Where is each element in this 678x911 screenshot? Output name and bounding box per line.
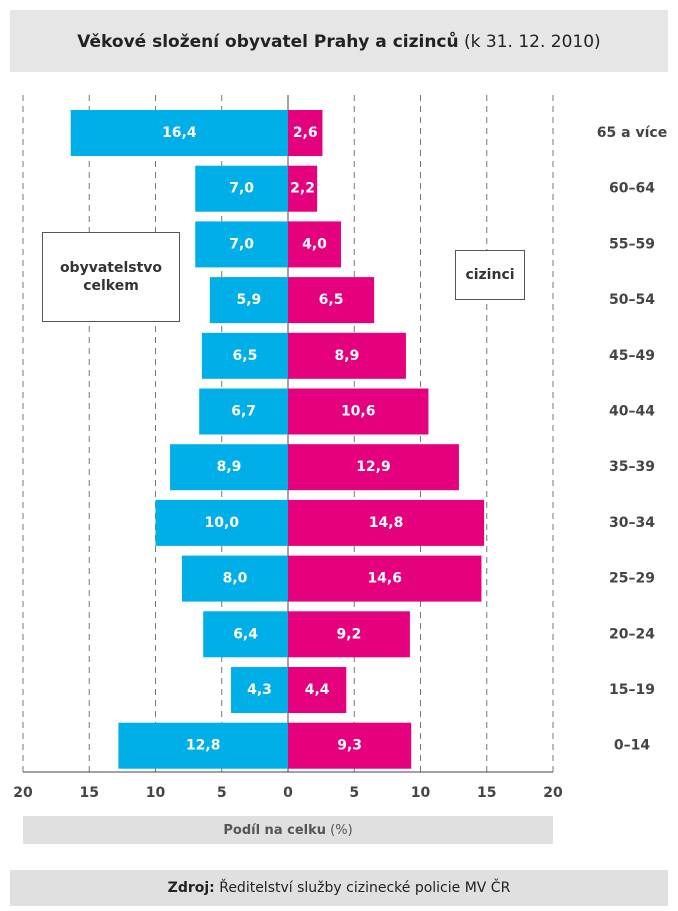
bar bbox=[209, 277, 288, 324]
bar bbox=[288, 165, 318, 212]
value-label: 9,2 bbox=[337, 626, 362, 642]
value-label: 6,5 bbox=[319, 292, 344, 308]
legend-left: obyvatelstvo celkem bbox=[42, 232, 180, 322]
title-line: Věkové složení obyvatel Prahy a cizinců … bbox=[77, 30, 600, 52]
x-tick-label: 0 bbox=[283, 785, 293, 801]
source-box bbox=[10, 870, 668, 906]
category-label: 25–29 bbox=[609, 571, 655, 587]
bar bbox=[155, 499, 288, 546]
value-label: 6,7 bbox=[231, 404, 256, 420]
x-tick-label: 15 bbox=[477, 785, 496, 801]
value-label: 12,9 bbox=[356, 459, 391, 475]
value-label: 5,9 bbox=[237, 292, 262, 308]
category-label: 30–34 bbox=[609, 515, 655, 531]
chart-title: Věkové složení obyvatel Prahy a cizinců bbox=[77, 30, 458, 52]
bar bbox=[288, 667, 347, 713]
value-label: 8,9 bbox=[335, 348, 360, 364]
title-box bbox=[10, 10, 668, 72]
bar bbox=[201, 332, 288, 379]
bar bbox=[170, 444, 288, 491]
bar bbox=[70, 110, 288, 156]
source: Ředitelství služby cizinecké policie MV … bbox=[219, 878, 510, 896]
bar bbox=[288, 555, 482, 602]
source-line: Zdroj: Ředitelství služby cizinecké poli… bbox=[168, 878, 511, 896]
value-label: 16,4 bbox=[162, 125, 197, 141]
value-label: 4,0 bbox=[302, 236, 327, 252]
x-label-line: Podíl na celku (%) bbox=[223, 823, 352, 838]
category-label: 50–54 bbox=[609, 292, 655, 308]
bar bbox=[288, 444, 459, 491]
category-label: 45–49 bbox=[609, 348, 655, 364]
bar bbox=[182, 555, 288, 602]
value-label: 14,6 bbox=[367, 571, 402, 587]
value-label: 6,4 bbox=[233, 626, 258, 642]
bar bbox=[195, 221, 288, 268]
value-label: 10,6 bbox=[341, 404, 376, 420]
bar bbox=[288, 499, 485, 546]
bar bbox=[288, 277, 375, 324]
category-label: 65 a více bbox=[597, 125, 667, 141]
value-label: 12,8 bbox=[186, 738, 221, 754]
value-label: 2,2 bbox=[290, 181, 315, 197]
value-label: 8,0 bbox=[223, 571, 248, 587]
x-tick-label: 20 bbox=[13, 785, 33, 801]
value-label: 7,0 bbox=[229, 181, 254, 197]
value-label: 9,3 bbox=[337, 738, 362, 754]
bar bbox=[288, 221, 341, 268]
x-tick-label: 20 bbox=[543, 785, 563, 801]
x-label-unit: (%) bbox=[330, 823, 353, 838]
category-label: 20–24 bbox=[609, 626, 655, 642]
x-tick-label: 5 bbox=[217, 785, 227, 801]
x-tick-label: 5 bbox=[349, 785, 359, 801]
legend-right: cizinci bbox=[455, 250, 525, 300]
bar bbox=[203, 611, 288, 658]
value-label: 8,9 bbox=[217, 459, 242, 475]
chart-subtitle: (k 31. 12. 2010) bbox=[464, 32, 601, 52]
category-label: 0–14 bbox=[614, 738, 650, 754]
value-label: 6,5 bbox=[233, 348, 258, 364]
bar bbox=[118, 722, 289, 769]
category-label: 15–19 bbox=[609, 682, 655, 698]
bars: 65 a více 16,4 2,6 60–64 7,0 2,2 55–59 7,0 4,0 50… bbox=[70, 110, 667, 769]
x-label: Podíl na celku bbox=[223, 823, 326, 838]
bar bbox=[231, 667, 288, 713]
x-tick-label: 15 bbox=[80, 785, 99, 801]
bar bbox=[288, 611, 410, 658]
value-label: 4,3 bbox=[247, 682, 272, 698]
category-label: 40–44 bbox=[609, 404, 655, 420]
value-label: 2,6 bbox=[293, 125, 318, 141]
value-label: 14,8 bbox=[369, 515, 404, 531]
bar bbox=[288, 388, 429, 435]
bar bbox=[288, 722, 412, 769]
bar bbox=[288, 332, 406, 379]
bar bbox=[199, 388, 288, 435]
category-label: 55–59 bbox=[609, 236, 655, 252]
source-label: Zdroj: bbox=[168, 880, 215, 896]
bar bbox=[195, 165, 288, 212]
category-label: 35–39 bbox=[609, 459, 655, 475]
x-tick-label: 10 bbox=[411, 785, 431, 801]
value-label: 7,0 bbox=[229, 236, 254, 252]
bar bbox=[288, 110, 323, 156]
category-label: 60–64 bbox=[609, 181, 655, 197]
x-label-box bbox=[23, 816, 553, 844]
value-label: 10,0 bbox=[204, 515, 239, 531]
x-tick-label: 10 bbox=[146, 785, 166, 801]
value-label: 4,4 bbox=[305, 682, 330, 698]
